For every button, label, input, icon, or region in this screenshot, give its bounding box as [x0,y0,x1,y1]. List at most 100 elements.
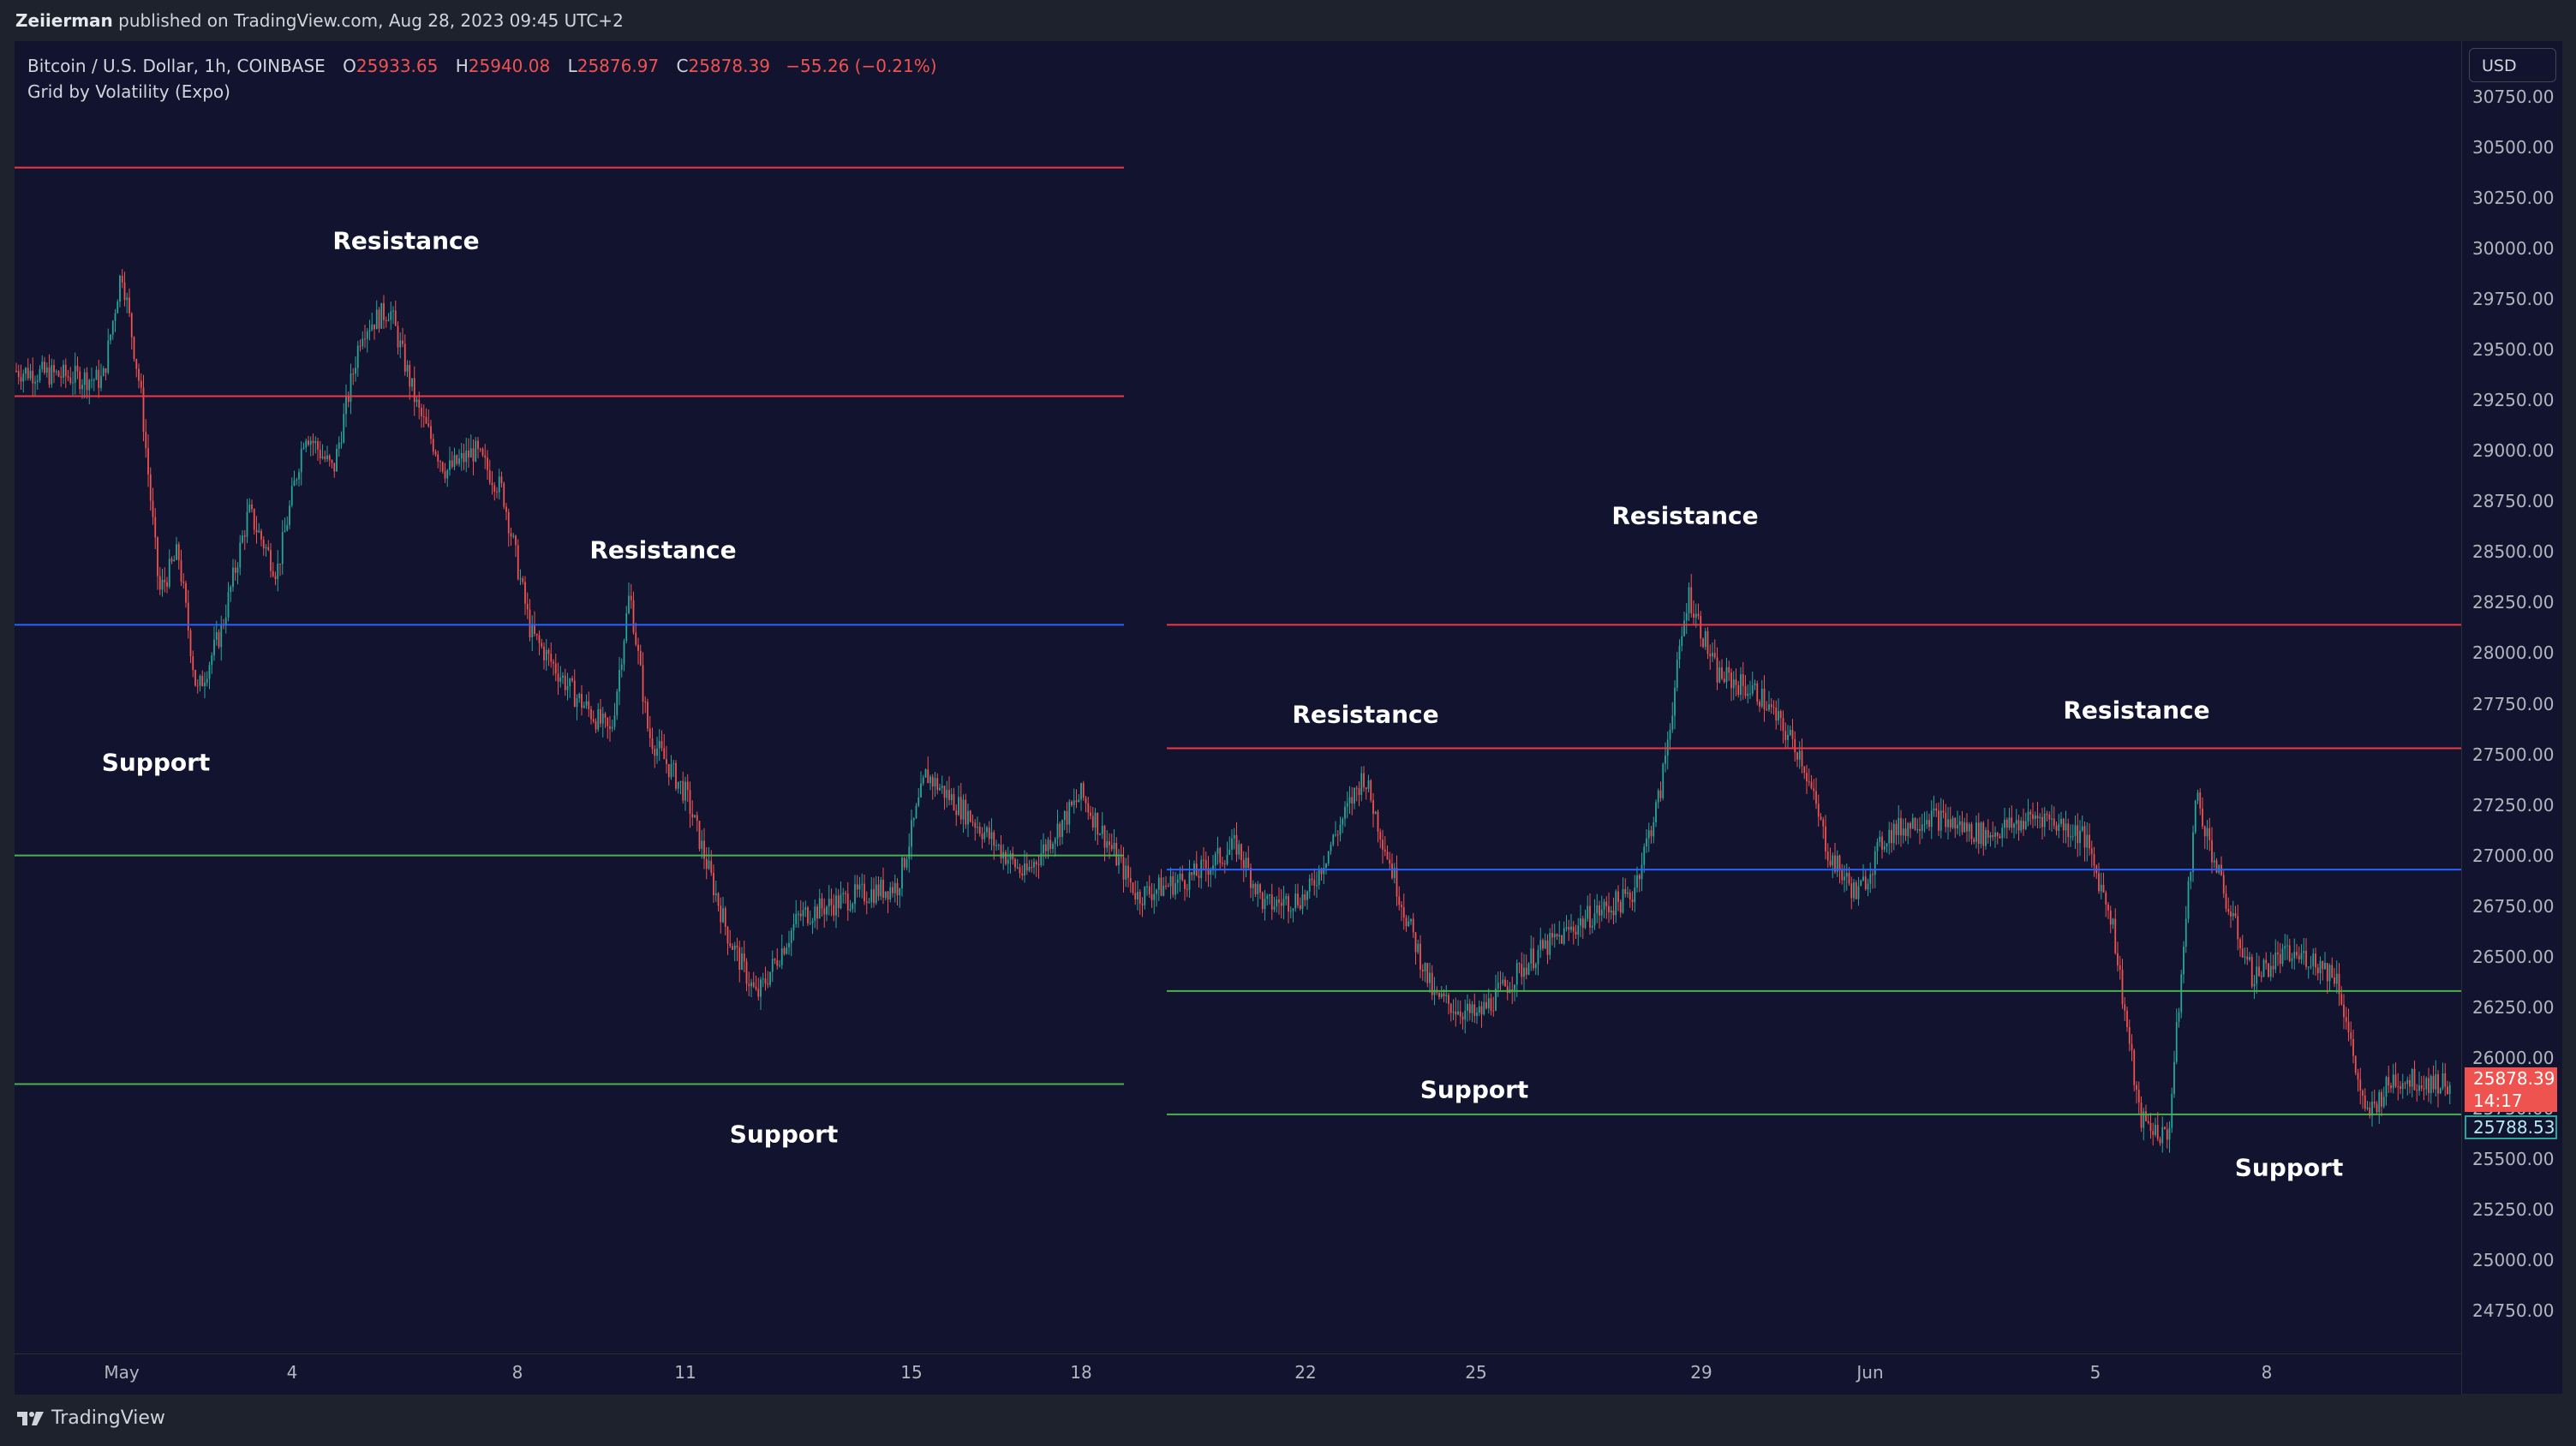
candle-body [79,371,81,390]
candle-body [2203,826,2206,837]
candle-body [2359,1079,2362,1091]
candle-body [1815,791,1817,804]
candle-body [908,846,911,859]
candle-body [2288,945,2291,961]
currency-button[interactable]: USD [2469,48,2556,82]
candle-body [701,840,703,850]
candle-body [1169,875,1172,887]
candle-body [1235,834,1238,855]
candle-body [823,908,826,915]
candle-body [553,661,554,664]
price-axis[interactable] [2461,41,2562,1394]
candle-body [1892,823,1895,844]
candle-body [2107,904,2109,911]
candle-body [1393,868,1396,878]
candle-body [2322,960,2324,970]
candle-body [1848,873,1850,884]
support-label[interactable]: Support [1419,1075,1529,1104]
candle-body [1282,899,1285,906]
candle-body [392,310,394,312]
candle-body [1857,886,1860,899]
candle-body [1600,909,1603,916]
candle-body [2029,811,2032,815]
candle-body [2121,969,2124,1005]
candle-body [1478,1006,1480,1013]
candle-body [20,377,22,382]
candle-body [2015,820,2017,824]
candle-body [708,860,710,869]
candle-body [1706,630,1709,654]
candle-body [752,982,755,987]
candle-body [2071,835,2074,837]
candle-body [258,530,260,533]
candle-body [441,462,444,472]
candle-body [554,663,557,674]
support-label[interactable]: Support [729,1120,839,1149]
time-axis[interactable] [15,1353,2461,1395]
candle-body [333,463,336,472]
candle-body [352,373,355,375]
candle-body [1033,862,1035,868]
resistance-label[interactable]: Resistance [2063,696,2210,725]
candle-body [1257,884,1259,894]
candle-body [2437,1074,2439,1094]
candle-body [107,340,110,373]
candle-body [1580,918,1581,926]
candle-body [2128,1027,2131,1044]
symbol-title[interactable]: Bitcoin / U.S. Dollar, 1h, COINBASE [27,56,326,76]
candle-body [736,945,738,948]
candle-body [2112,918,2114,925]
candle-body [164,579,166,583]
candle-body [168,559,170,587]
resistance-label[interactable]: Resistance [1292,700,1439,729]
candle-body [472,448,475,462]
resistance-label[interactable]: Resistance [1611,501,1759,530]
candle-body [576,698,578,708]
candle-body [187,602,189,630]
candle-body [2239,939,2241,949]
publisher-name[interactable]: Zeiierman [15,10,113,31]
candle-body [2291,958,2293,961]
price-tick-label: 28500.00 [2472,541,2555,563]
candle-body [2406,1079,2409,1084]
time-tick-label: Jun [1856,1362,1884,1383]
candle-body [689,790,691,815]
time-tick-label: 18 [1070,1362,1092,1383]
candle-body [1273,906,1276,910]
candle-body [2070,836,2071,838]
candle-body [1813,788,1815,792]
support-label[interactable]: Support [2234,1153,2344,1182]
candle-body [639,650,642,666]
candle-body [290,486,293,506]
candle-body [2447,1086,2448,1094]
candle-body [1844,876,1845,881]
candle-body [158,576,161,590]
support-label[interactable]: Support [101,748,211,777]
candle-body [1417,943,1419,953]
candle-body [1716,657,1718,683]
candle-body [2185,918,2187,947]
candle-body [1021,873,1024,875]
indicator-title[interactable]: Grid by Volatility (Expo) [27,81,230,102]
candle-body [1721,667,1723,679]
candle-body [1179,873,1181,880]
candle-body [1426,963,1429,983]
candle-body [870,889,873,903]
candle-body [774,959,776,960]
resistance-label[interactable]: Resistance [589,535,737,565]
candle-body [362,338,364,346]
candle-body [2199,792,2202,809]
candle-body [347,395,350,403]
candle-body [2192,832,2194,872]
candle-body [439,461,441,463]
candle-body [911,820,912,847]
tradingview-footer[interactable]: TradingView [15,1407,165,1429]
resistance-label[interactable]: Resistance [332,226,480,255]
chart-pane[interactable] [15,41,2461,1394]
candle-body [422,416,425,418]
candle-body [105,368,107,373]
candle-body [1872,874,1874,875]
price-tick-label: 28750.00 [2472,491,2555,512]
candle-body [1115,843,1118,866]
